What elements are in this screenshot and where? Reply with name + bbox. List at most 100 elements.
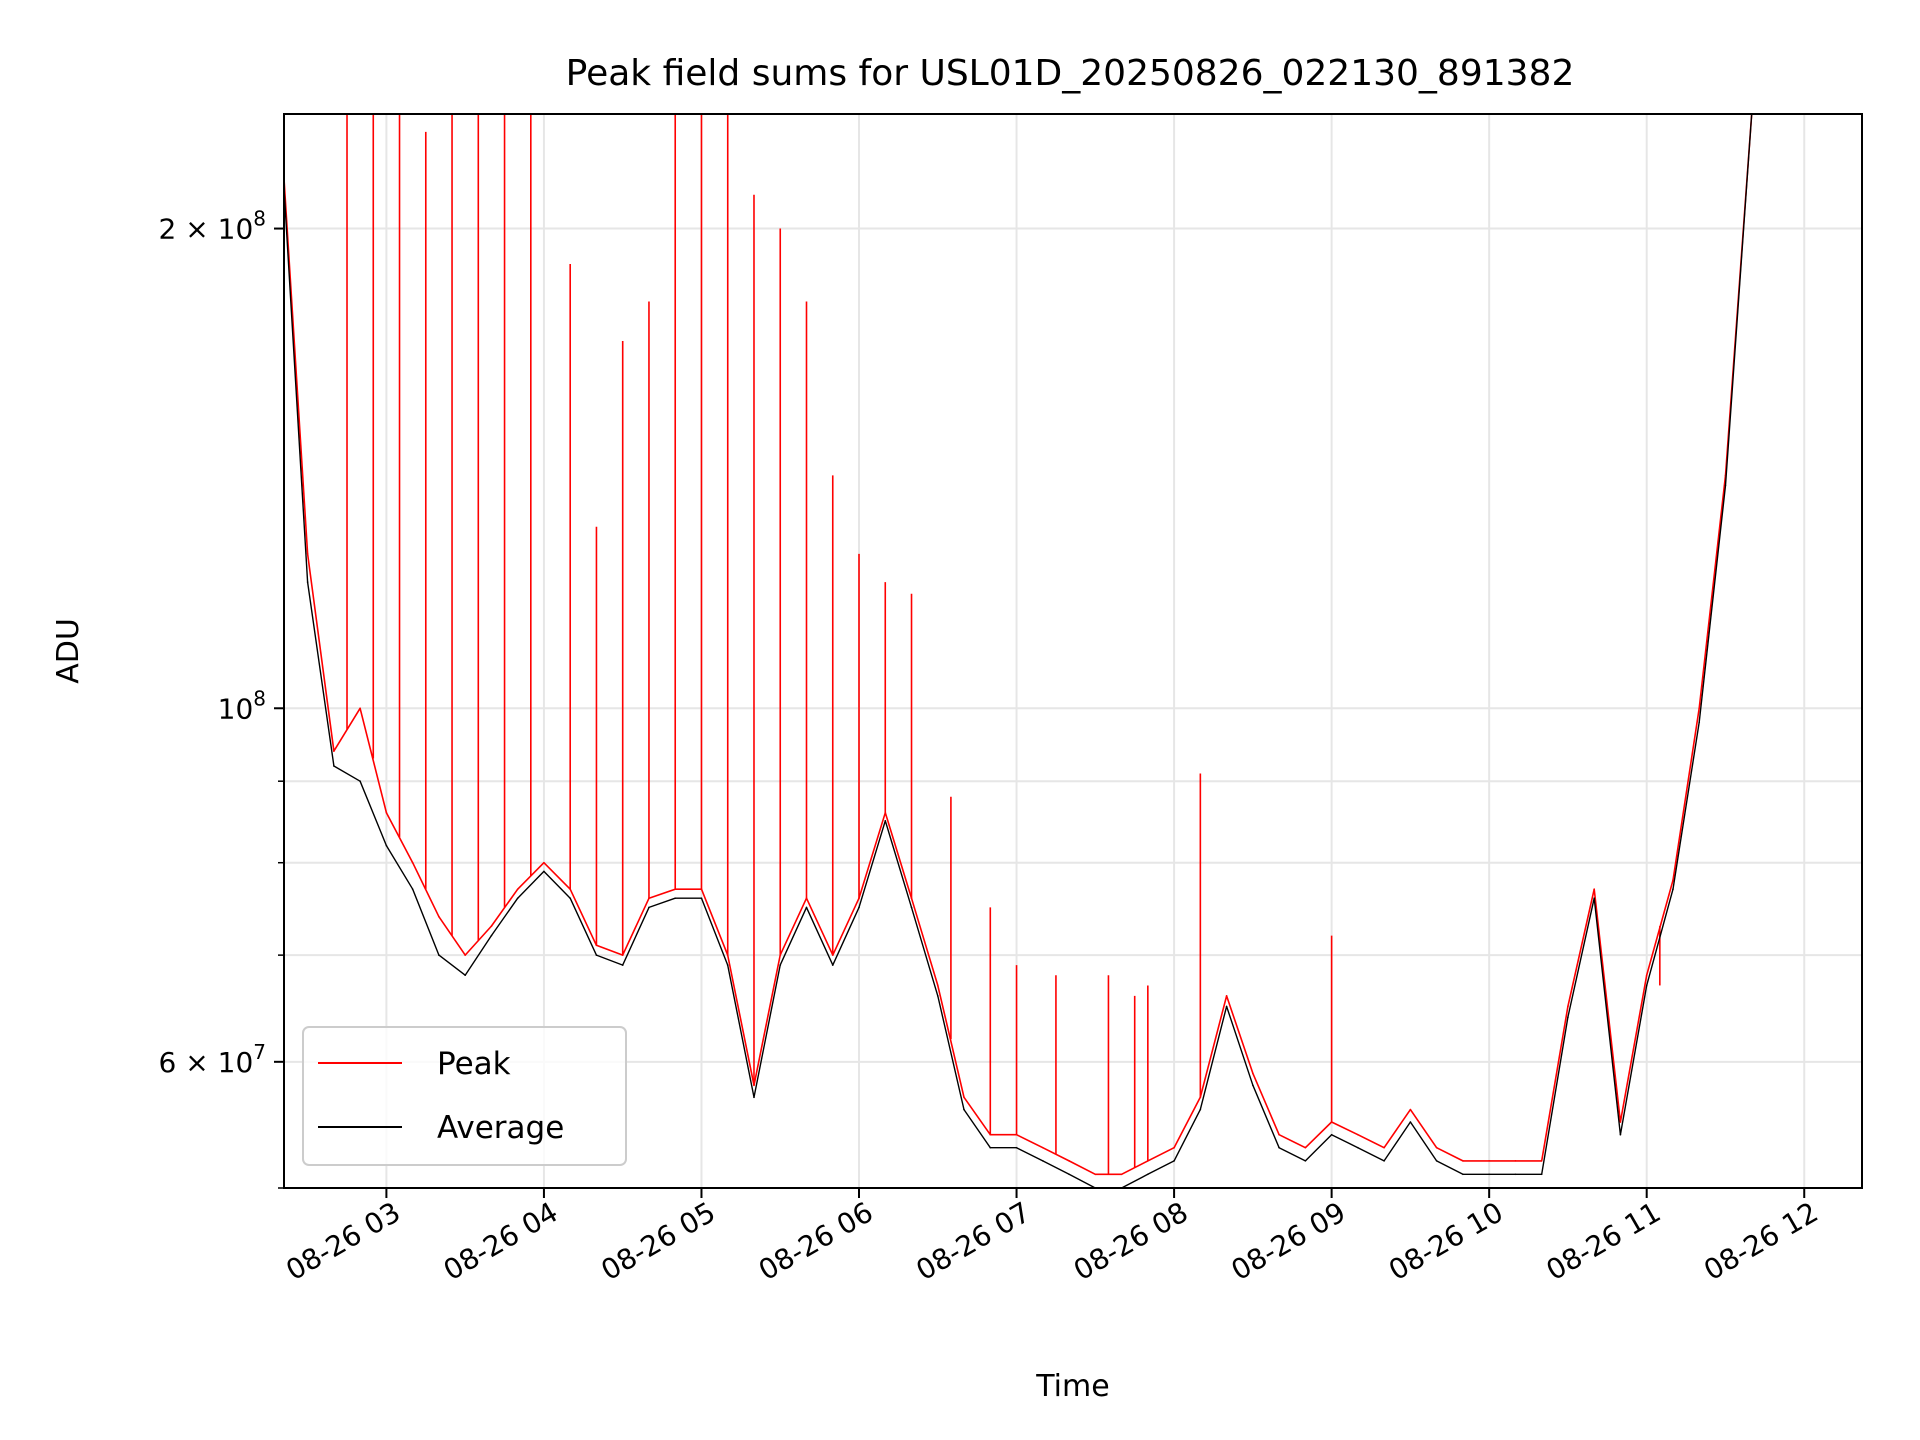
point-average xyxy=(1540,1173,1543,1176)
point-average xyxy=(569,897,571,900)
point-average xyxy=(726,964,729,966)
chart-title: Peak field sums for USL01D_20250826_0221… xyxy=(566,53,1575,94)
point-average xyxy=(1645,984,1648,987)
point-peak xyxy=(1488,1160,1490,1162)
point-average xyxy=(1304,1160,1307,1162)
point-average xyxy=(648,906,650,909)
point-peak xyxy=(516,888,519,890)
y-tick-mantissa: 6 xyxy=(159,1046,177,1079)
point-average xyxy=(884,819,887,822)
point-average xyxy=(700,897,703,900)
point-peak xyxy=(1698,707,1701,710)
point-peak xyxy=(1645,974,1648,976)
legend: Peak Average xyxy=(302,1026,627,1166)
point-peak xyxy=(1383,1146,1385,1149)
point-average xyxy=(1252,1084,1254,1087)
point-peak xyxy=(490,925,493,927)
point-peak xyxy=(1540,1160,1543,1162)
point-peak xyxy=(1567,1005,1569,1008)
point-average xyxy=(831,964,834,966)
point-peak xyxy=(359,707,361,710)
point-peak xyxy=(411,861,414,864)
point-average xyxy=(333,765,335,767)
point-peak xyxy=(1252,1072,1254,1075)
point-average xyxy=(1593,897,1595,900)
point-average xyxy=(1173,1160,1175,1162)
point-average xyxy=(464,974,466,976)
point-peak xyxy=(464,954,466,956)
point-peak xyxy=(1619,1121,1622,1123)
point-average xyxy=(1042,1160,1044,1162)
point-peak xyxy=(438,915,440,918)
point-peak xyxy=(1173,1146,1175,1149)
point-average xyxy=(674,897,677,900)
point-peak xyxy=(1672,879,1674,882)
y-tick-mantissa: 2 xyxy=(159,213,177,246)
point-average xyxy=(516,897,519,900)
point-average xyxy=(1199,1108,1202,1111)
point-average xyxy=(910,906,913,909)
point-average xyxy=(989,1146,992,1149)
point-average xyxy=(1409,1121,1412,1123)
y-tick-label: 6 × 107 xyxy=(159,1040,266,1079)
point-average xyxy=(1488,1173,1490,1176)
point-average xyxy=(306,581,309,583)
series-layer xyxy=(283,113,1845,1189)
point-average xyxy=(1462,1173,1464,1176)
y-tick-base: 10 xyxy=(218,213,254,246)
point-average xyxy=(1383,1160,1385,1162)
legend-average-label: Average xyxy=(437,1110,564,1146)
point-average xyxy=(1619,1133,1622,1136)
point-average xyxy=(438,954,440,956)
point-peak xyxy=(1278,1133,1280,1136)
point-average xyxy=(963,1108,965,1111)
point-average xyxy=(1435,1160,1438,1162)
point-average xyxy=(936,995,939,997)
point-peak xyxy=(1462,1160,1464,1162)
point-peak xyxy=(306,553,309,555)
y-tick-base: 10 xyxy=(218,692,254,725)
point-peak xyxy=(1042,1146,1044,1149)
y-tick-label: 108 xyxy=(218,686,266,725)
y-axis-label: ADU xyxy=(51,618,86,684)
point-average xyxy=(490,934,493,937)
plot-frame xyxy=(283,113,1863,1189)
point-peak xyxy=(1225,995,1228,997)
point-average xyxy=(1698,721,1701,724)
x-axis-label: Time xyxy=(1035,1369,1109,1404)
y-tick-base: 10 xyxy=(218,1046,254,1079)
point-peak xyxy=(963,1096,965,1099)
point-peak xyxy=(1514,1160,1517,1162)
y-tick-exponent: 8 xyxy=(253,686,266,710)
point-average xyxy=(1330,1133,1333,1136)
point-peak xyxy=(1094,1173,1097,1176)
point-average xyxy=(1147,1173,1149,1176)
point-average xyxy=(1225,1005,1228,1008)
point-peak xyxy=(936,984,939,987)
point-peak xyxy=(543,861,545,864)
point-average xyxy=(1278,1146,1280,1149)
point-average xyxy=(1068,1173,1070,1176)
point-average xyxy=(595,954,598,956)
point-average xyxy=(753,1096,755,1099)
point-peak xyxy=(1068,1160,1070,1162)
y-tick-multiply: × xyxy=(176,1046,217,1079)
point-average xyxy=(805,906,808,909)
point-average xyxy=(1672,888,1674,890)
point-average xyxy=(359,780,361,782)
y-tick-exponent: 8 xyxy=(253,207,266,231)
y-tick-label: 2 × 108 xyxy=(159,207,266,246)
point-average xyxy=(411,888,414,890)
y-tick-exponent: 7 xyxy=(253,1040,266,1064)
point-average xyxy=(621,964,624,966)
legend-box xyxy=(302,1026,627,1166)
point-peak xyxy=(1435,1146,1438,1149)
point-peak xyxy=(1593,888,1595,890)
point-peak xyxy=(333,750,335,752)
point-average xyxy=(1724,484,1727,487)
point-average xyxy=(1015,1146,1018,1149)
point-peak xyxy=(1120,1173,1123,1176)
point-average xyxy=(858,906,860,909)
